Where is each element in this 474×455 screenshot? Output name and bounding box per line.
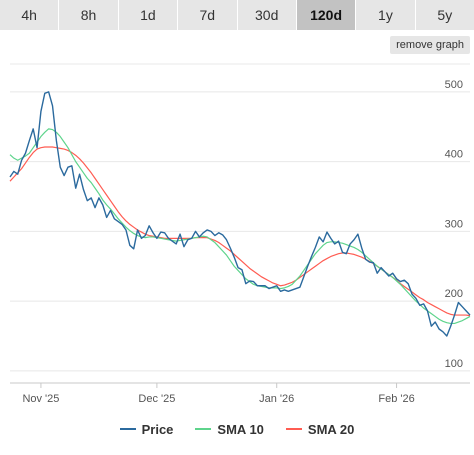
tab-4h[interactable]: 4h (0, 0, 60, 30)
legend-swatch-sma10 (195, 428, 212, 430)
tab-1d[interactable]: 1d (118, 0, 179, 30)
sma10-line (9, 128, 471, 325)
price-line (9, 91, 471, 337)
legend-label-sma10: SMA 10 (217, 421, 264, 437)
range-tabs: 4h 8h 1d 7d 30d 120d 1y 5y (0, 0, 474, 30)
y-tick-label-500: 500 (445, 79, 463, 91)
legend-label-sma20: SMA 20 (307, 421, 355, 437)
legend-item-sma20[interactable]: SMA 20 (285, 421, 355, 437)
tab-120d[interactable]: 120d (296, 0, 357, 30)
x-tick-label-0: Nov '25 (22, 393, 59, 405)
remove-graph-button[interactable]: remove graph (390, 36, 470, 54)
y-tick-label-200: 200 (445, 288, 463, 300)
legend-item-sma10[interactable]: SMA 10 (195, 421, 264, 437)
legend-swatch-price (119, 428, 136, 430)
legend-label-price: Price (141, 421, 174, 437)
x-tick-label-3: Feb '26 (378, 393, 414, 405)
legend-swatch-sma20 (285, 428, 302, 430)
chart-legend: Price SMA 10 SMA 20 (0, 418, 474, 440)
tab-7d[interactable]: 7d (178, 0, 238, 30)
tab-30d[interactable]: 30d (237, 0, 297, 30)
tab-8h[interactable]: 8h (59, 0, 119, 30)
tab-1y[interactable]: 1y (356, 0, 416, 30)
x-tick-label-1: Dec '25 (138, 393, 175, 405)
x-tick-label-2: Jan '26 (259, 393, 294, 405)
legend-item-price[interactable]: Price (119, 421, 174, 437)
y-tick-label-300: 300 (445, 218, 463, 230)
y-tick-label-100: 100 (445, 358, 463, 370)
y-tick-label-400: 400 (445, 149, 463, 161)
tab-5y[interactable]: 5y (415, 0, 474, 30)
